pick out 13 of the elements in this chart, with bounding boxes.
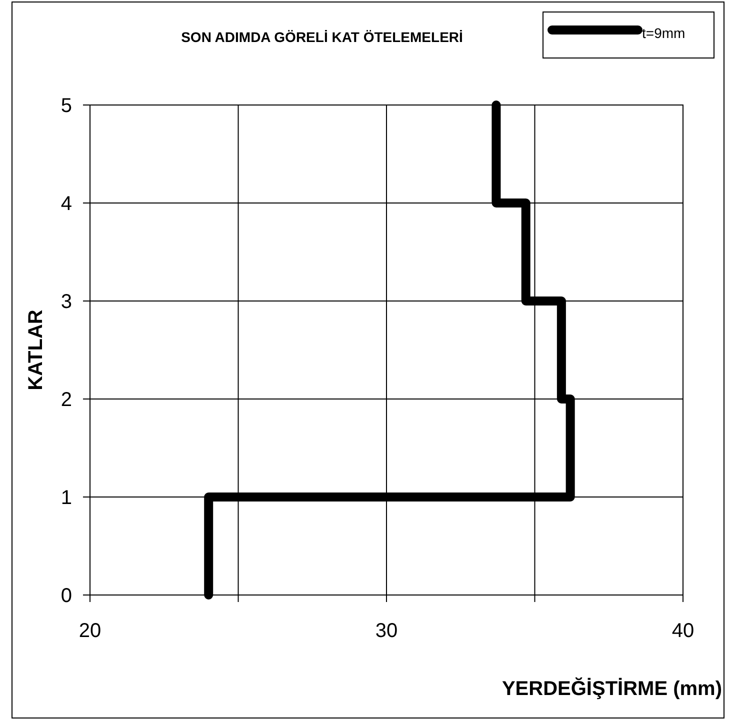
x-tick-label: 40 bbox=[672, 620, 694, 642]
y-tick-label: 1 bbox=[60, 487, 72, 509]
y-tick-label: 0 bbox=[60, 585, 72, 607]
x-axis-title: YERDEĞİŞTİRME (mm) bbox=[502, 677, 722, 700]
y-tick-label: 3 bbox=[60, 291, 72, 313]
text: t=9mm bbox=[642, 25, 686, 41]
y-tick-label: 5 bbox=[60, 95, 72, 117]
y-tick-label: 2 bbox=[60, 389, 72, 411]
chart-title: SON ADIMDA GÖRELİ KAT ÖTELEMELERİ bbox=[181, 29, 463, 45]
y-tick-label: 4 bbox=[60, 193, 72, 215]
x-tick-label: 30 bbox=[375, 620, 398, 642]
y-axis-title: KATLAR bbox=[25, 309, 47, 390]
x-tick-label: 20 bbox=[78, 620, 102, 642]
